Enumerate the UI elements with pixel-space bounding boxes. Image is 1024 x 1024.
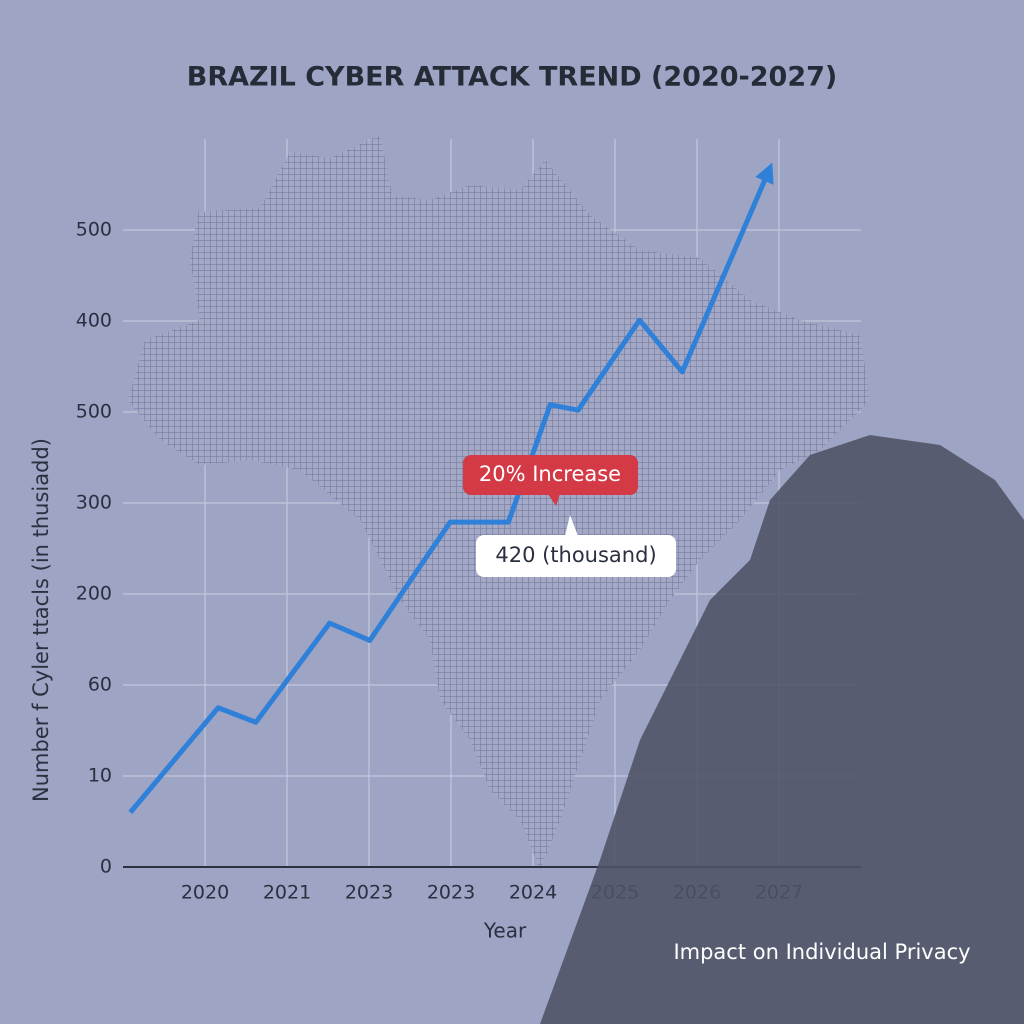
y-tick-label: 400 xyxy=(76,310,112,332)
y-tick-label: 500 xyxy=(76,219,112,241)
y-tick-label: 0 xyxy=(100,856,112,878)
x-tick-label: 2024 xyxy=(509,882,557,904)
x-tick-label: 2023 xyxy=(345,882,393,904)
y-tick-label: 200 xyxy=(76,583,112,605)
annotation-box xyxy=(476,535,676,577)
trend-line xyxy=(128,162,774,815)
x-axis-label: Year xyxy=(483,919,527,943)
y-tick-label: 500 xyxy=(76,401,112,423)
annotation-pointer xyxy=(565,515,578,536)
person-silhouette xyxy=(540,435,1024,1024)
y-tick-label: 10 xyxy=(88,765,112,787)
y-axis-label: Number f Cyler ttacls (in thusiadd) xyxy=(29,438,53,802)
chart-title: BRAZIL CYBER ATTACK TREND (2020-2027) xyxy=(187,62,838,93)
annotation: 420 (thousand) xyxy=(495,543,656,567)
annotation-pointer xyxy=(548,494,560,506)
x-tick-label: 2023 xyxy=(427,882,475,904)
x-tick-label: 2021 xyxy=(263,882,311,904)
y-tick-label: 300 xyxy=(76,492,112,514)
annotation-box xyxy=(463,455,638,495)
brazil-map xyxy=(128,135,870,870)
x-tick-label: 2020 xyxy=(181,882,229,904)
y-tick-label: 60 xyxy=(88,674,112,696)
caption: Impact on Individual Privacy xyxy=(673,940,970,964)
annotation: 20% Increase xyxy=(479,462,621,486)
